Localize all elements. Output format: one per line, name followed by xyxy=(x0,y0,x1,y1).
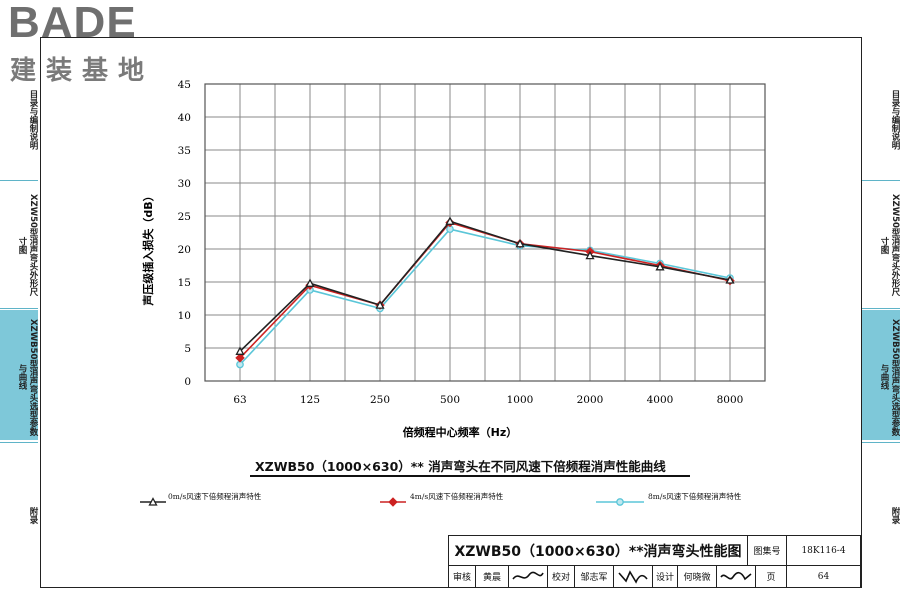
y-tick-label: 15 xyxy=(178,277,191,289)
checker-signature xyxy=(613,565,653,588)
reviewer-signature xyxy=(508,565,548,588)
subtitle-underline xyxy=(250,475,690,477)
legend-marker-0 xyxy=(148,497,158,506)
x-tick-label: 1000 xyxy=(507,394,534,406)
sidebar-right-item-dimensions[interactable]: XZW50型消声弯头外形尺寸图 xyxy=(879,194,900,296)
logo: BADE 建装基地 xyxy=(6,0,176,86)
sidebar-left-divider xyxy=(0,442,38,444)
sidebar-left-item-catalog[interactable]: 目录与编制说明 xyxy=(28,90,38,150)
sidebar-right-item-catalog[interactable]: 目录与编制说明 xyxy=(890,90,900,150)
logo-brand: BADE xyxy=(8,0,137,47)
designer-name: 何晓微 xyxy=(677,565,717,588)
data-point-0 xyxy=(585,250,595,260)
designer-signature xyxy=(716,565,756,588)
signature-review xyxy=(512,571,544,580)
sidebar-right-item-parameters[interactable]: XZWB50型消声弯头选型参数与曲线 xyxy=(879,318,900,436)
series-lines xyxy=(235,216,735,369)
y-tick-label: 45 xyxy=(178,79,191,91)
x-tick-label: 8000 xyxy=(717,394,744,406)
x-tick-label: 4000 xyxy=(647,394,674,406)
title-block: XZWB50（1000×630）**消声弯头性能图 图集号 18K116-4 审… xyxy=(448,535,861,588)
legend-markers xyxy=(140,497,644,507)
plot-border xyxy=(204,83,766,382)
x-axis-label: 倍频程中心频率（Hz） xyxy=(403,425,518,439)
legend-marker-2 xyxy=(616,498,624,506)
legend-label-1: 4m/s风速下倍频程消声特性 xyxy=(410,492,504,501)
y-tick-label: 10 xyxy=(178,310,191,322)
x-tick-label: 125 xyxy=(300,394,320,406)
reviewer-name: 黄晨 xyxy=(475,565,509,588)
data-point-0 xyxy=(375,300,385,309)
y-tick-label: 5 xyxy=(184,343,191,355)
signature-check xyxy=(618,569,648,584)
sidebar-left: 目录与编制说明 XZW50型消声弯头外形尺寸图 XZWB50型消声弯头选型参数与… xyxy=(0,0,38,600)
legend-label-2: 8m/s风速下倍频程消声特性 xyxy=(648,492,742,501)
legend-label-0: 0m/s风速下倍频程消声特性 xyxy=(168,492,262,501)
sidebar-left-divider xyxy=(0,180,38,182)
sidebar-left-divider xyxy=(0,308,38,310)
sidebar-right-item-appendix[interactable]: 附录 xyxy=(890,506,900,524)
sidebar-left-selected-bg xyxy=(0,310,38,440)
data-point-1 xyxy=(235,353,245,363)
review-label: 审核 xyxy=(448,565,476,588)
series-line-0 xyxy=(239,220,731,352)
y-axis-label: 声压级插入损失（dB） xyxy=(141,190,155,306)
legend-marker-1 xyxy=(388,497,398,507)
data-point-0 xyxy=(655,261,665,271)
y-tick-label: 20 xyxy=(178,244,191,256)
data-point-0 xyxy=(235,346,245,355)
check-label: 校对 xyxy=(547,565,575,588)
x-tick-label: 500 xyxy=(440,394,460,406)
series-line-2 xyxy=(239,228,731,366)
sidebar-right-divider xyxy=(862,442,900,444)
x-tick-label: 250 xyxy=(370,394,390,406)
y-tick-label: 0 xyxy=(184,376,191,388)
chart-subtitle: XZWB50（1000×630）** 消声弯头在不同风速下倍频程消声性能曲线 xyxy=(255,459,666,474)
y-tick-label: 35 xyxy=(178,145,191,157)
sidebar-right-divider xyxy=(862,180,900,182)
y-tick-label: 25 xyxy=(178,211,191,223)
logo-sub: 建装基地 xyxy=(10,56,155,86)
sidebar-left-item-appendix[interactable]: 附录 xyxy=(28,506,38,524)
page-label: 页 xyxy=(755,565,787,588)
title-block-title: XZWB50（1000×630）**消声弯头性能图 xyxy=(448,535,748,566)
y-tick-label: 30 xyxy=(178,178,191,190)
x-tick-label: 63 xyxy=(233,394,246,406)
sidebar-left-item-dimensions[interactable]: XZW50型消声弯头外形尺寸图 xyxy=(17,194,38,296)
data-point-0 xyxy=(515,238,525,248)
sidebar-right-divider xyxy=(862,308,900,310)
atlas-label: 图集号 xyxy=(747,535,787,566)
sidebar-right-selected-bg xyxy=(862,310,900,440)
atlas-number: 18K116-4 xyxy=(786,535,861,566)
x-tick-label: 2000 xyxy=(577,394,604,406)
design-label: 设计 xyxy=(652,565,678,588)
y-tick-labels: 0 5 10 15 20 25 30 35 40 45 xyxy=(178,79,191,388)
sidebar-right: 目录与编制说明 XZW50型消声弯头外形尺寸图 XZWB50型消声弯头选型参数与… xyxy=(862,0,900,600)
signature-design xyxy=(720,571,752,580)
checker-name: 邹志军 xyxy=(574,565,614,588)
x-tick-labels: 63 125 250 500 1000 2000 4000 8000 xyxy=(233,394,743,406)
page-number: 64 xyxy=(786,565,861,588)
sidebar-left-item-parameters[interactable]: XZWB50型消声弯头选型参数与曲线 xyxy=(17,318,38,436)
data-point-0 xyxy=(305,278,315,287)
y-tick-label: 40 xyxy=(178,112,191,124)
data-point-0 xyxy=(445,216,455,225)
data-point-0 xyxy=(725,275,735,284)
